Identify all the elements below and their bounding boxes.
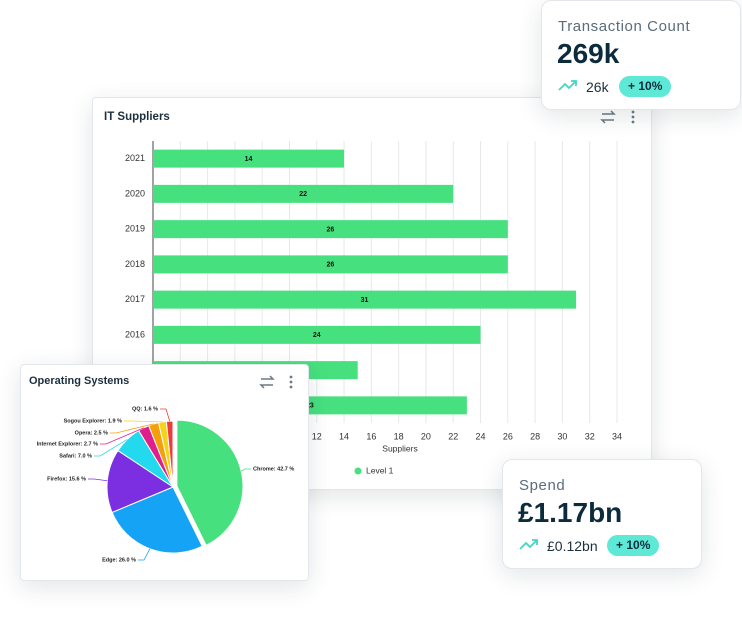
leader-line bbox=[94, 439, 128, 457]
y-tick-label: 2019 bbox=[125, 224, 145, 234]
legend-label: Level 1 bbox=[366, 465, 394, 475]
x-tick-label: 22 bbox=[448, 431, 458, 441]
kpi-title: Spend bbox=[519, 477, 566, 494]
bar bbox=[153, 255, 508, 274]
data-label: Safari: 7.0 % bbox=[59, 453, 92, 459]
swap-icon[interactable] bbox=[600, 110, 616, 124]
menu-icon[interactable] bbox=[289, 375, 293, 389]
data-label: 26 bbox=[327, 226, 335, 233]
x-tick-label: 28 bbox=[530, 431, 540, 441]
x-tick-label: 24 bbox=[476, 431, 486, 441]
data-label: 22 bbox=[299, 191, 307, 198]
data-label: 26 bbox=[327, 262, 335, 269]
leader-line bbox=[88, 478, 108, 482]
data-label: 23 bbox=[306, 403, 314, 410]
trend-icon bbox=[519, 539, 538, 550]
legend-marker bbox=[354, 467, 362, 475]
data-label: QQ: 1.6 % bbox=[132, 406, 158, 412]
trend-icon bbox=[558, 80, 577, 91]
data-label: 31 bbox=[361, 297, 369, 304]
data-label: 14 bbox=[245, 156, 253, 163]
kpi-change: £0.12bn bbox=[547, 538, 598, 554]
bar bbox=[153, 184, 454, 203]
x-tick-label: 34 bbox=[612, 431, 622, 441]
y-tick-label: 2016 bbox=[125, 329, 145, 339]
menu-icon[interactable] bbox=[631, 110, 635, 124]
bar bbox=[153, 220, 508, 239]
y-tick-label: 2018 bbox=[125, 259, 145, 269]
y-tick-label: 2020 bbox=[125, 188, 145, 198]
data-label: Edge: 26.0 % bbox=[102, 557, 136, 563]
leader-line bbox=[240, 468, 251, 472]
x-tick-label: 30 bbox=[557, 431, 567, 441]
kpi-value: 269k bbox=[557, 38, 620, 69]
x-tick-label: 26 bbox=[503, 431, 513, 441]
data-label: Internet Explorer: 2.7 % bbox=[37, 441, 99, 447]
data-label: 24 bbox=[313, 332, 321, 339]
pie-slice bbox=[176, 419, 244, 546]
kpi-value: £1.17bn bbox=[518, 497, 623, 528]
leader-line bbox=[138, 548, 151, 561]
bar bbox=[153, 325, 481, 344]
x-tick-label: 20 bbox=[421, 431, 431, 441]
x-tick-label: 18 bbox=[394, 431, 404, 441]
kpi-card: Spend £1.17bn £0.12bn + 10% bbox=[502, 459, 702, 569]
x-axis-label: Suppliers bbox=[382, 443, 417, 453]
y-tick-label: 2017 bbox=[125, 294, 145, 304]
kpi-badge: + 10% bbox=[607, 535, 660, 556]
data-label: Firefox: 15.6 % bbox=[47, 476, 86, 482]
swap-icon[interactable] bbox=[259, 375, 275, 389]
chart-title: Operating Systems bbox=[29, 375, 129, 387]
kpi-title: Transaction Count bbox=[558, 18, 691, 35]
data-label: Chrome: 42.7 % bbox=[253, 466, 294, 472]
x-tick-label: 16 bbox=[366, 431, 376, 441]
data-label: Sogou Explorer: 1.9 % bbox=[64, 418, 122, 424]
pie-chart: Operating Systems Chrome: 42.7 % Edge: 26… bbox=[29, 375, 294, 564]
bar bbox=[153, 290, 577, 309]
x-tick-label: 12 bbox=[312, 431, 322, 441]
bar bbox=[153, 149, 345, 168]
pie-chart-card: Operating Systems Chrome: 42.7 % Edge: 26… bbox=[20, 364, 309, 581]
kpi-change: 26k bbox=[586, 79, 609, 95]
y-tick-label: 2021 bbox=[125, 153, 145, 163]
leader-line bbox=[124, 420, 163, 423]
chart-title: IT Suppliers bbox=[104, 111, 170, 123]
leader-line bbox=[100, 427, 144, 445]
kpi-badge: + 10% bbox=[619, 76, 672, 97]
leader-line bbox=[160, 408, 171, 422]
x-tick-label: 14 bbox=[339, 431, 349, 441]
data-label: Opera: 2.5 % bbox=[75, 430, 108, 436]
kpi-card: Transaction Count 269k 26k + 10% bbox=[541, 0, 741, 110]
leader-line bbox=[110, 423, 154, 434]
x-tick-label: 32 bbox=[585, 431, 595, 441]
